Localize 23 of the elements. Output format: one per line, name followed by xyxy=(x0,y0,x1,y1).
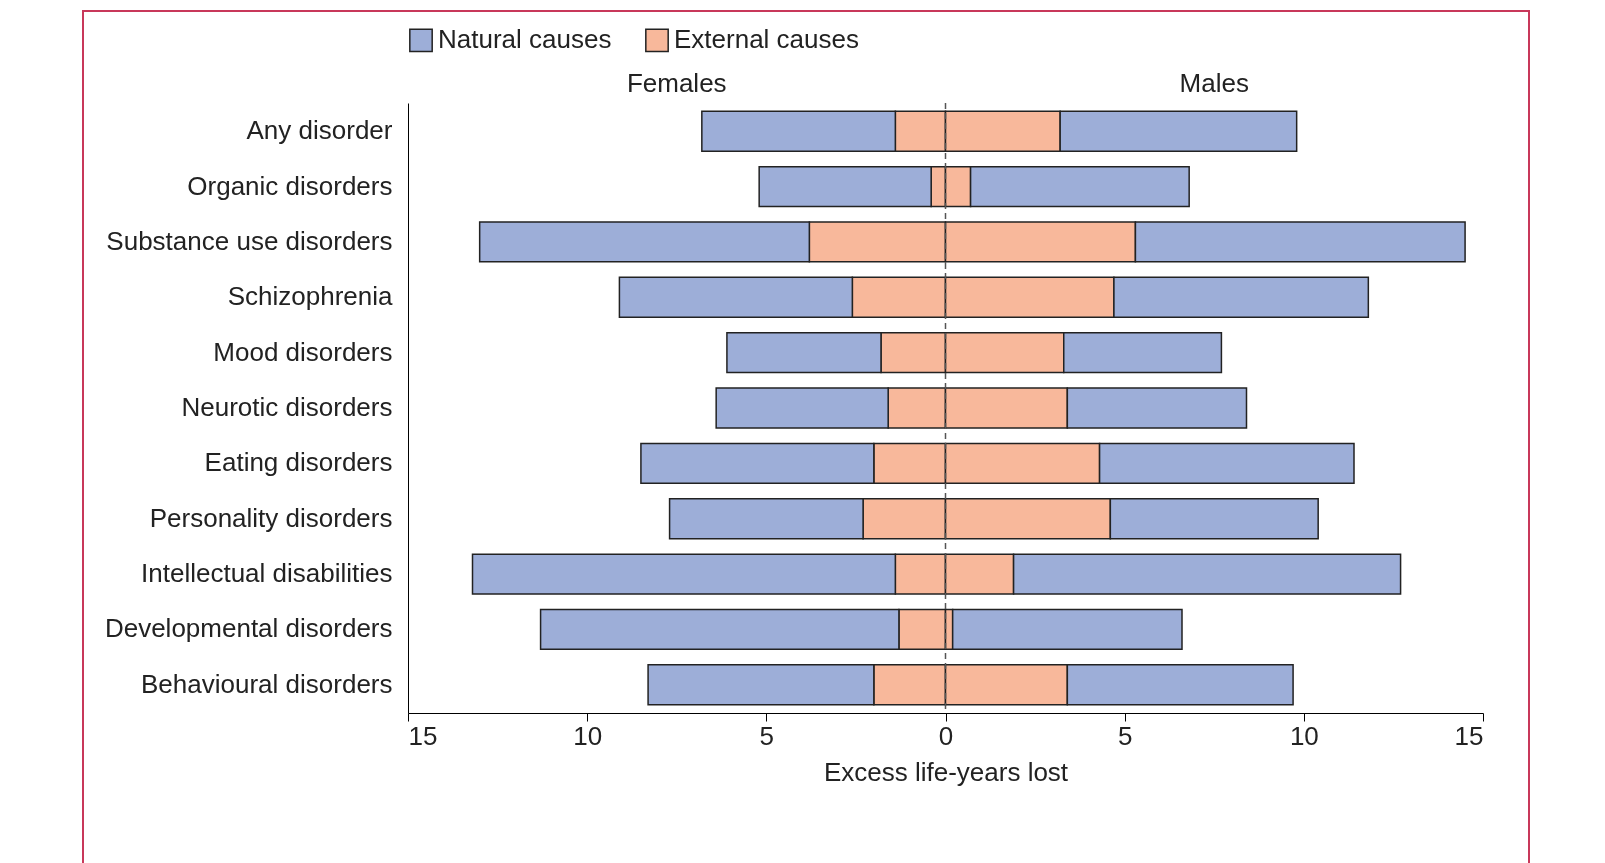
y-tick-label: Behavioural disorders xyxy=(141,668,393,699)
y-tick-label: Any disorder xyxy=(246,115,393,146)
y-tick-label: Schizophrenia xyxy=(227,281,394,312)
y-tick-label: Personality disorders xyxy=(149,502,393,533)
x-tick-label: 15 xyxy=(408,720,438,751)
y-tick-label: Organic disorders xyxy=(187,170,393,201)
x-tick-label: 10 xyxy=(573,720,603,751)
y-tick-label: Substance use disorders xyxy=(106,225,393,256)
y-tick-label: Developmental disorders xyxy=(104,613,393,644)
y-tick-label: Eating disorders xyxy=(204,447,393,478)
text: Females xyxy=(626,68,727,98)
y-tick-label: Mood disorders xyxy=(213,336,393,367)
y-tick-label: Neurotic disorders xyxy=(181,392,393,422)
x-tick-label: 10 xyxy=(1289,720,1319,751)
x-tick-label: 5 xyxy=(1117,720,1133,751)
legend-label: Natural causes xyxy=(438,24,612,55)
x-tick-label: 5 xyxy=(759,720,775,751)
x-axis-title: Excess life-years lost xyxy=(823,756,1069,787)
text: Males xyxy=(1179,68,1249,98)
y-tick-label: Intellectual disabilities xyxy=(141,558,393,589)
x-tick-label: 15 xyxy=(1454,720,1484,751)
x-tick-label: 0 xyxy=(938,720,954,751)
legend-label: External causes xyxy=(674,24,859,55)
